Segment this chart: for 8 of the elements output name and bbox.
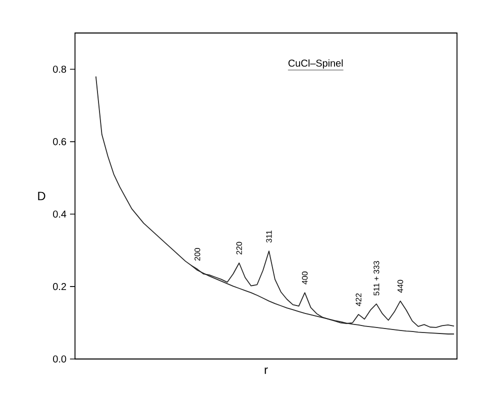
text: CuCl–Spinel: [288, 59, 343, 69]
y-axis-title: D: [38, 192, 46, 200]
x-axis-title: r: [264, 367, 268, 374]
y-tick-label: 0.8: [53, 66, 66, 73]
y-tick-label: 0.4: [53, 210, 66, 218]
y-tick-label: 0.0: [53, 355, 66, 363]
y-tick-label: 0.6: [53, 138, 66, 146]
y-tick-label: 0.2: [53, 283, 66, 290]
